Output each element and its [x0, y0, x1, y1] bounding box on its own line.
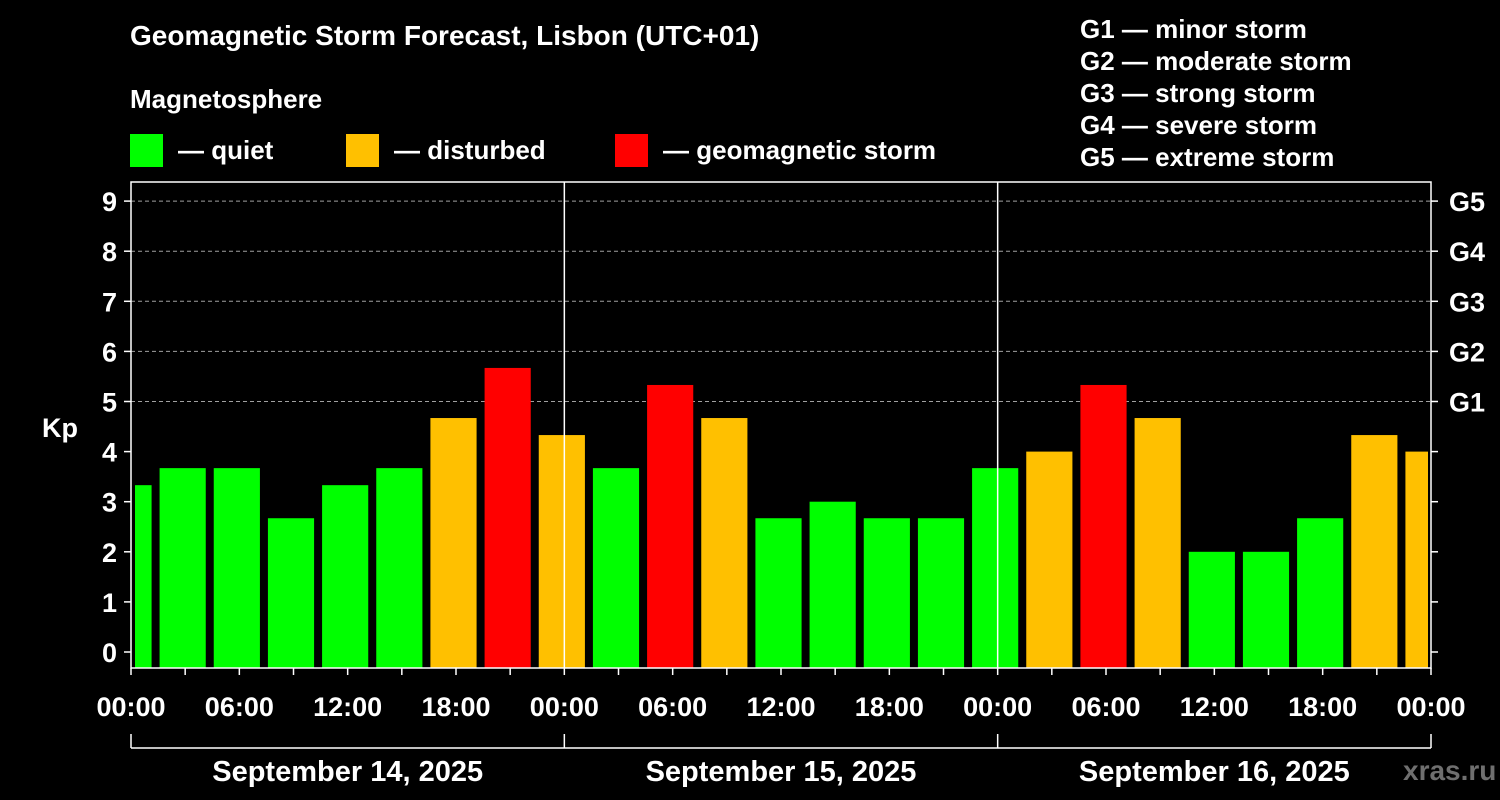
- g-scale-g5: G5 — extreme storm: [1080, 142, 1335, 172]
- kp-bar-5: [322, 485, 369, 668]
- y-tick-label-5: 5: [102, 388, 117, 418]
- grid-lines: [131, 200, 1431, 402]
- kp-bar-15: [863, 518, 910, 668]
- kp-bar-3: [213, 468, 260, 668]
- y-tick-label-1: 1: [102, 588, 117, 618]
- x-tick-label-9: 06:00: [1071, 692, 1140, 722]
- x-tick-label-11: 18:00: [1288, 692, 1357, 722]
- x-tick-label-12: 00:00: [1396, 692, 1465, 722]
- date-label-1: September 14, 2025: [212, 756, 483, 788]
- y-tick-label-6: 6: [102, 337, 117, 367]
- kp-bar-7: [430, 418, 477, 668]
- kp-bar-20: [1134, 418, 1181, 668]
- date-label-2: September 15, 2025: [646, 756, 917, 788]
- kp-bar-4: [267, 518, 315, 668]
- g-label-g3: G3: [1449, 287, 1485, 317]
- disturbed-swatch: [346, 133, 379, 167]
- kp-bar-1: [135, 485, 152, 668]
- g-scale-g4: G4 — severe storm: [1080, 110, 1318, 140]
- kp-bar-9: [538, 435, 585, 668]
- kp-bar-14: [809, 501, 856, 668]
- kp-bar-18: [1026, 451, 1073, 668]
- kp-bar-13: [755, 518, 802, 668]
- y-tick-label-7: 7: [102, 287, 117, 317]
- watermark: xras.ru: [1403, 755, 1497, 786]
- g-label-g4: G4: [1449, 237, 1485, 267]
- y-axis-label: Kp: [42, 413, 78, 443]
- kp-bar-23: [1297, 518, 1344, 668]
- g-scale-g2: G2 — moderate storm: [1080, 46, 1352, 76]
- y-tick-label-3: 3: [102, 488, 117, 518]
- kp-bar-25: [1405, 451, 1428, 668]
- x-tick-label-7: 18:00: [855, 692, 924, 722]
- y-tick-label-0: 0: [102, 638, 117, 668]
- kp-bar-16: [917, 518, 965, 668]
- legend-item-storm: — geomagnetic storm: [615, 133, 936, 167]
- y-tick-label-4: 4: [102, 438, 117, 468]
- y-tick-label-8: 8: [102, 237, 117, 267]
- g-label-g5: G5: [1449, 187, 1485, 217]
- storm-swatch: [615, 133, 648, 167]
- legend-title: Magnetosphere: [130, 84, 323, 114]
- kp-bar-24: [1351, 435, 1398, 668]
- legend-label-quiet: — quiet: [178, 134, 274, 165]
- g-scale-g1: G1 — minor storm: [1080, 14, 1307, 44]
- g-scale-g3: G3 — strong storm: [1080, 78, 1316, 108]
- x-tick-label-4: 00:00: [530, 692, 599, 722]
- x-tick-label-8: 00:00: [963, 692, 1032, 722]
- kp-bar-6: [376, 468, 423, 668]
- g-label-g2: G2: [1449, 337, 1485, 367]
- kp-bar-21: [1188, 551, 1235, 668]
- g-scale-legend: G1 — minor storm G2 — moderate storm G3 …: [1080, 13, 1352, 173]
- kp-bar-8: [484, 367, 531, 668]
- legend-label-storm: — geomagnetic storm: [663, 134, 937, 165]
- x-tick-label-0: 00:00: [96, 692, 165, 722]
- legend-item-quiet: — quiet: [130, 133, 273, 167]
- legend-item-disturbed: — disturbed: [346, 133, 546, 167]
- kp-bar-12: [701, 418, 748, 668]
- kp-bar-17: [972, 468, 1019, 668]
- g-label-g1: G1: [1449, 388, 1485, 418]
- x-tick-label-5: 06:00: [638, 692, 707, 722]
- kp-bar-22: [1242, 551, 1290, 668]
- y-tick-label-9: 9: [102, 187, 117, 217]
- x-tick-label-6: 12:00: [746, 692, 815, 722]
- x-tick-label-3: 18:00: [421, 692, 490, 722]
- x-tick-label-2: 12:00: [313, 692, 382, 722]
- axes: 0 1 2 3 4 5 G1 6 G2 7 G3 8 G4 9 G5 00:00 06:00 12:00 18:00…: [96, 181, 1485, 788]
- kp-bar-11: [647, 384, 694, 668]
- kp-bar-19: [1080, 384, 1127, 668]
- quiet-swatch: [130, 133, 163, 167]
- date-label-3: September 16, 2025: [1079, 756, 1350, 788]
- y-tick-label-2: 2: [102, 538, 117, 568]
- x-tick-label-1: 06:00: [205, 692, 274, 722]
- chart-title: Geomagnetic Storm Forecast, Lisbon (UTC+…: [130, 20, 760, 51]
- bars: [135, 367, 1428, 668]
- kp-bar-2: [159, 468, 206, 668]
- kp-bar-10: [592, 468, 640, 668]
- legend-label-disturbed: — disturbed: [394, 134, 546, 165]
- x-tick-label-10: 12:00: [1180, 692, 1249, 722]
